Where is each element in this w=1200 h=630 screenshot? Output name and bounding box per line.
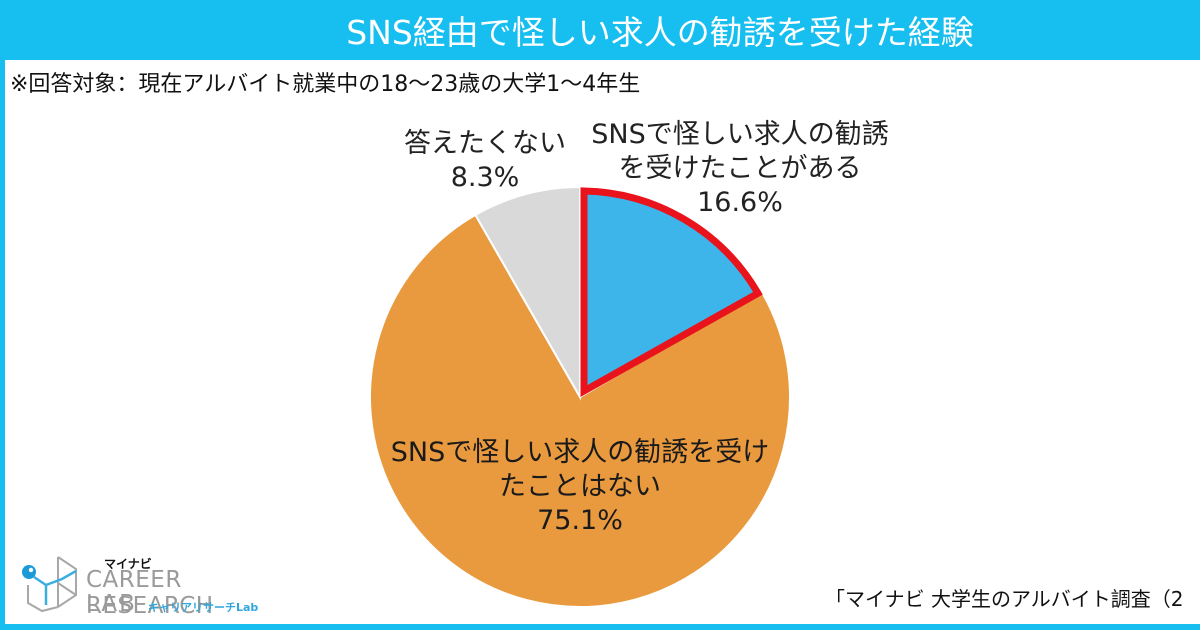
logo-line2: LAB [86, 591, 137, 617]
slice-label-no-answer: 答えたくない 8.3% [395, 127, 575, 195]
career-research-lab-logo: マイナビ CAREER RESEARCH LAB キャリアリサーチLab [18, 555, 308, 619]
slice-label-not-received: SNSで怪しい求人の勧誘を受け たことはない 75.1% [385, 436, 775, 538]
chart-title: SNS経由で怪しい求人の勧誘を受けた経験 [346, 13, 974, 52]
title-bar: SNS経由で怪しい求人の勧誘を受けた経験 [0, 0, 1200, 60]
slice-label-text: たことはない [499, 471, 661, 502]
cube-logo-icon [22, 556, 77, 613]
slice-label-text: SNSで怪しい求人の勧誘 [591, 119, 889, 150]
slice-label-text: 答えたくない [404, 128, 566, 159]
slice-label-received: SNSで怪しい求人の勧誘 を受けたことがある 16.6% [590, 118, 890, 220]
slice-value: 16.6% [697, 187, 783, 218]
brand-name: マイナビ [104, 557, 152, 571]
slice-value: 75.1% [537, 505, 623, 536]
slice-value: 8.3% [450, 162, 520, 193]
pie-slice [474, 185, 581, 401]
pie-slice [369, 213, 791, 608]
highlight-outline [580, 187, 763, 397]
source-citation: 「マイナビ 大学生のアルバイト調査（2 [825, 587, 1184, 611]
slice-label-text: を受けたことがある [618, 153, 862, 184]
slice-label-text: SNSで怪しい求人の勧誘を受け [390, 437, 770, 468]
logo-japanese: キャリアリサーチLab [148, 601, 259, 614]
respondent-note: ※回答対象：現在アルバイト就業中の18～23歳の大学1～4年生 [10, 72, 641, 97]
logo-line1: CAREER RESEARCH [86, 567, 214, 619]
